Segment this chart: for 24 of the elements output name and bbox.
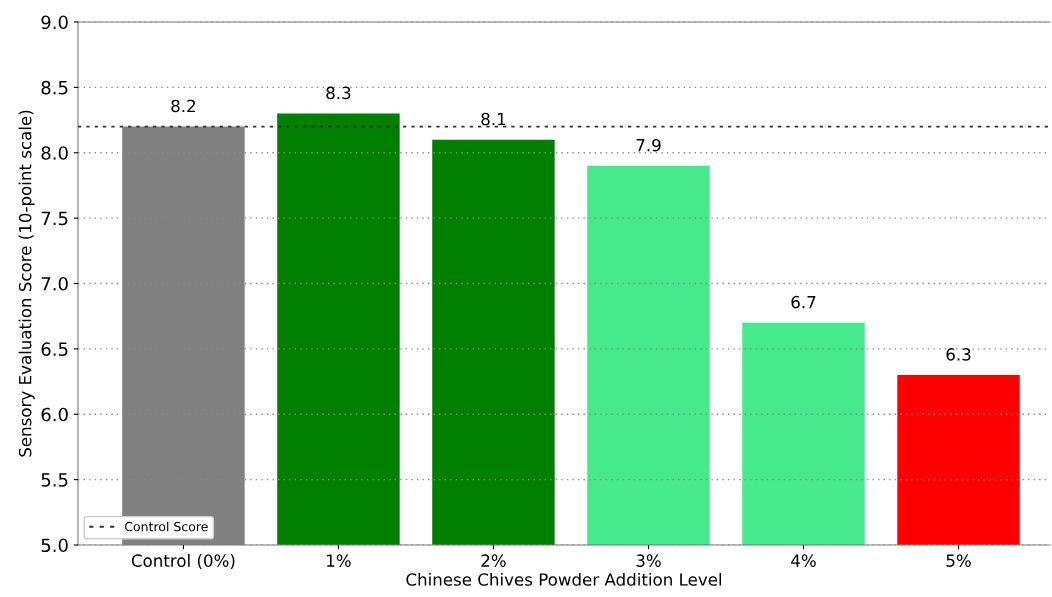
legend-label: Control Score <box>124 521 208 532</box>
y-tick-label: 7.5 <box>41 211 68 226</box>
data-label: 6.7 <box>791 295 816 309</box>
y-tick-label: 9.0 <box>41 15 68 30</box>
x-tick-label: 2% <box>481 554 506 567</box>
data-label: 6.3 <box>946 348 971 361</box>
x-tick-label: 3% <box>636 554 661 567</box>
x-tick-label: 1% <box>327 554 351 567</box>
y-tick-label: 7.0 <box>41 276 68 291</box>
y-tick-label: 8.0 <box>41 146 68 160</box>
x-tick-label: 4% <box>791 554 816 567</box>
y-tick-label: 6.5 <box>41 342 68 356</box>
x-axis-title: Chinese Chives Powder Addition Level <box>406 572 722 586</box>
data-label: 8.2 <box>171 99 195 113</box>
y-tick-label: 5.5 <box>41 473 68 487</box>
data-label: 8.1 <box>481 112 506 126</box>
data-label: 8.3 <box>326 86 351 100</box>
y-axis-title: Sensory Evaluation Score (10-point scale) <box>18 110 35 457</box>
y-tick-label: 8.5 <box>41 80 68 95</box>
x-tick-label: Control (0%) <box>131 554 235 569</box>
y-tick-label: 6.0 <box>41 407 68 422</box>
x-tick-label: 5% <box>946 554 971 567</box>
data-label: 7.9 <box>636 138 661 152</box>
y-tick-label: 5.0 <box>41 538 68 553</box>
